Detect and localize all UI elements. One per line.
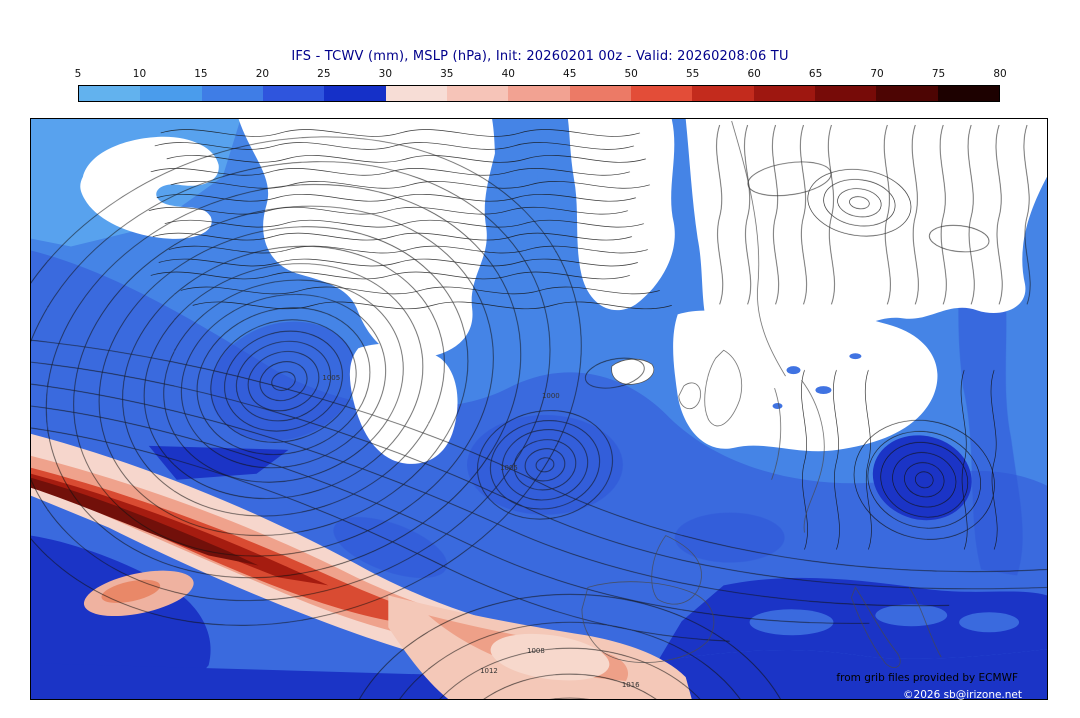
colorbar-tick-label: 40	[501, 68, 515, 80]
chart-title: IFS - TCWV (mm), MSLP (hPa), Init: 20260…	[291, 49, 789, 64]
colorbar-tick-label: 80	[993, 68, 1007, 80]
colorbar-segment	[814, 86, 877, 101]
contour-label: 1012	[480, 667, 498, 675]
colorbar-segment	[937, 86, 999, 101]
colorbar-tick-label: 35	[440, 68, 454, 80]
map-svg: 1005 1000 1005 1008 1012 1016	[31, 119, 1047, 699]
colorbar-tick-label: 65	[808, 68, 823, 80]
colorbar-tick-label: 55	[685, 68, 700, 80]
contour-label: 1005	[322, 374, 340, 382]
colorbar-tick-label: 20	[255, 68, 270, 80]
contour-label: 1008	[527, 647, 545, 655]
colorbar-tick-label: 45	[563, 68, 577, 80]
colorbar-segment	[508, 86, 570, 101]
colorbar-tick-label: 70	[870, 68, 884, 80]
colorbar	[78, 85, 1000, 102]
colorbar-tick-label: 60	[747, 68, 761, 80]
attribution-source: from grib files provided by ECMWF	[836, 672, 1018, 684]
colorbar-tick-label: 25	[317, 68, 331, 80]
coastlines	[581, 120, 942, 668]
colorbar-tick-label: 5	[74, 68, 82, 80]
contour-label: 1016	[622, 681, 640, 689]
colorbar-segment	[630, 86, 693, 101]
contour-labels: 1005 1000 1005 1008 1012 1016	[322, 374, 639, 689]
colorbar-segment	[201, 86, 263, 101]
colorbar-segment	[140, 86, 202, 101]
colorbar-segment	[446, 86, 509, 101]
contour-label: 1005	[500, 464, 518, 472]
colorbar-tick-label: 30	[378, 68, 393, 80]
isobar-contours	[31, 124, 1047, 699]
colorbar-tick-label: 75	[931, 68, 946, 80]
colorbar-segment	[262, 86, 325, 101]
colorbar-tick-label: 10	[132, 68, 147, 80]
colorbar-segment	[569, 86, 631, 101]
contour-label: 1000	[542, 392, 560, 400]
attribution-copyright: ©2026 sb@irizone.net	[903, 689, 1022, 701]
colorbar-ticks: 5 10 15 20 25 30 35 40 45 50 55 60 65 70 75 80	[74, 68, 1007, 82]
colorbar-segment	[692, 86, 754, 101]
colorbar-segment	[753, 86, 815, 101]
colorbar-segment	[79, 86, 141, 101]
colorbar-segment	[876, 86, 938, 101]
map-panel: 1005 1000 1005 1008 1012 1016	[30, 118, 1048, 700]
colorbar-segment	[385, 86, 447, 101]
colorbar-tick-label: 50	[624, 68, 638, 80]
colorbar-segment	[324, 86, 386, 101]
colorbar-tick-label: 15	[194, 68, 208, 80]
